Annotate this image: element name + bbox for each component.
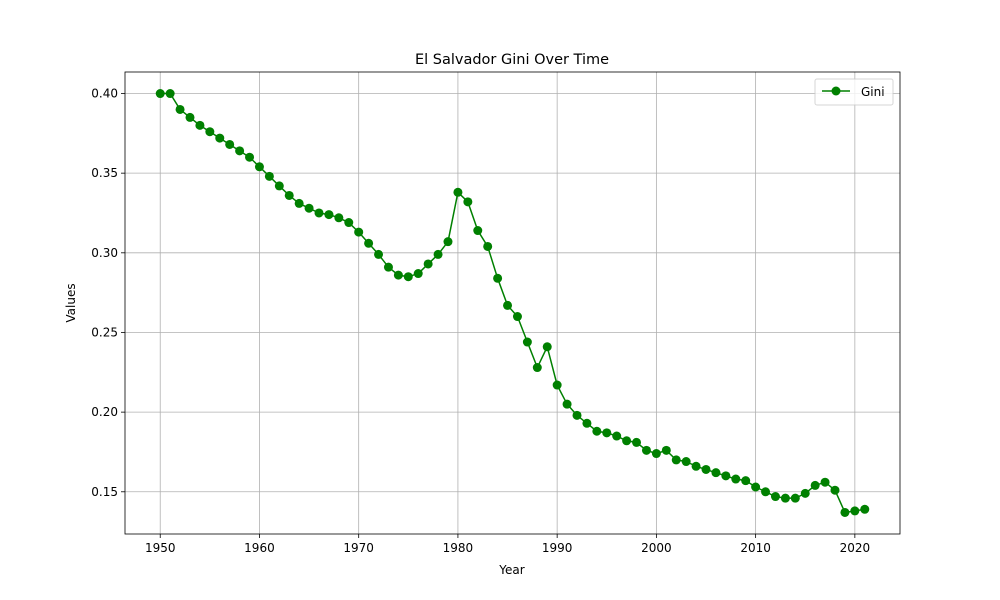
x-tick-label: 2000 — [641, 541, 672, 555]
data-point-2021 — [860, 504, 870, 514]
data-point-2004 — [691, 461, 701, 471]
data-point-1996 — [612, 431, 622, 441]
data-point-2018 — [830, 485, 840, 495]
data-point-1982 — [473, 226, 483, 236]
data-point-2001 — [661, 445, 671, 455]
data-point-1992 — [572, 410, 582, 420]
y-tick-label: 0.35 — [91, 166, 118, 180]
data-point-1990 — [552, 380, 562, 390]
data-point-1979 — [443, 237, 453, 247]
data-point-1964 — [294, 198, 304, 208]
data-point-1976 — [413, 269, 423, 279]
data-point-1966 — [314, 208, 324, 218]
data-point-1977 — [423, 259, 433, 269]
plot-frame — [124, 71, 901, 535]
data-point-1997 — [622, 436, 632, 446]
data-point-1980 — [453, 187, 463, 197]
x-tick-label: 2010 — [740, 541, 771, 555]
data-point-1950 — [155, 89, 165, 99]
data-point-1968 — [334, 213, 344, 223]
data-point-2012 — [770, 492, 780, 502]
data-point-1984 — [493, 273, 503, 283]
data-point-1961 — [264, 171, 274, 181]
data-point-1985 — [503, 300, 513, 310]
x-tick-label: 1990 — [542, 541, 573, 555]
data-point-2006 — [711, 468, 721, 478]
legend-label-gini: Gini — [861, 85, 885, 99]
data-point-1962 — [274, 181, 284, 191]
data-point-2010 — [751, 482, 761, 492]
axes-ticks: 1950 1960 1970 1980 1990 2000 2010 2020 0.15 0.20… — [91, 87, 870, 555]
data-point-1959 — [245, 152, 255, 162]
legend: Gini — [814, 78, 894, 106]
x-tick-label: 1950 — [145, 541, 176, 555]
x-tick-label: 1960 — [244, 541, 275, 555]
data-point-2015 — [800, 488, 810, 498]
data-point-1994 — [592, 426, 602, 436]
data-point-1999 — [641, 445, 651, 455]
y-tick-label: 0.30 — [91, 246, 118, 260]
data-point-1957 — [225, 139, 235, 149]
data-point-1989 — [542, 342, 552, 352]
data-point-2000 — [651, 449, 661, 459]
data-point-1954 — [195, 120, 205, 130]
x-tick-label: 2020 — [840, 541, 871, 555]
data-point-2009 — [741, 476, 751, 486]
data-point-2007 — [721, 471, 731, 481]
y-tick-label: 0.20 — [91, 405, 118, 419]
series-layer — [155, 89, 870, 517]
data-point-1953 — [185, 112, 195, 122]
data-point-1960 — [254, 162, 264, 172]
data-point-1987 — [522, 337, 532, 347]
x-tick-label: 1970 — [343, 541, 374, 555]
data-point-2008 — [731, 474, 741, 484]
y-tick-label: 0.40 — [91, 87, 118, 101]
data-point-2002 — [671, 455, 681, 465]
data-point-2017 — [820, 477, 830, 487]
x-axis-label: Year — [498, 563, 524, 577]
data-point-1958 — [235, 146, 245, 156]
data-point-2011 — [761, 487, 771, 497]
data-point-1952 — [175, 104, 185, 114]
plot-area-background — [125, 72, 900, 534]
data-point-1974 — [393, 270, 403, 280]
data-point-2003 — [681, 457, 691, 467]
grid-lines — [125, 72, 900, 534]
data-point-1970 — [354, 227, 364, 237]
data-point-1998 — [632, 437, 642, 447]
data-point-1988 — [532, 363, 542, 373]
data-point-2020 — [850, 506, 860, 516]
data-point-1975 — [403, 272, 413, 282]
data-point-1978 — [433, 249, 443, 259]
data-point-1995 — [602, 428, 612, 438]
data-point-1973 — [383, 262, 393, 272]
data-point-1963 — [284, 190, 294, 200]
x-tick-label: 1980 — [443, 541, 474, 555]
data-point-1983 — [483, 241, 493, 251]
chart-title: El Salvador Gini Over Time — [415, 52, 609, 68]
data-point-2005 — [701, 464, 711, 474]
data-point-1969 — [344, 218, 354, 228]
data-point-1991 — [562, 399, 572, 409]
y-tick-label: 0.15 — [91, 485, 118, 499]
data-point-1955 — [205, 127, 215, 137]
data-point-1951 — [165, 89, 175, 99]
data-point-1971 — [364, 238, 374, 248]
data-point-1972 — [374, 249, 384, 259]
y-axis-label: Values — [64, 283, 78, 322]
data-point-1967 — [324, 210, 334, 220]
data-point-1965 — [304, 203, 314, 213]
data-point-2013 — [780, 493, 790, 503]
data-point-2016 — [810, 480, 820, 490]
data-point-1993 — [582, 418, 592, 428]
data-point-2014 — [790, 493, 800, 503]
data-point-1981 — [463, 197, 473, 207]
y-tick-label: 0.25 — [91, 325, 118, 339]
legend-box — [814, 78, 894, 106]
data-point-1986 — [512, 312, 522, 322]
data-point-1956 — [215, 133, 225, 143]
legend-marker-swatch — [831, 86, 841, 96]
data-point-2019 — [840, 507, 850, 517]
